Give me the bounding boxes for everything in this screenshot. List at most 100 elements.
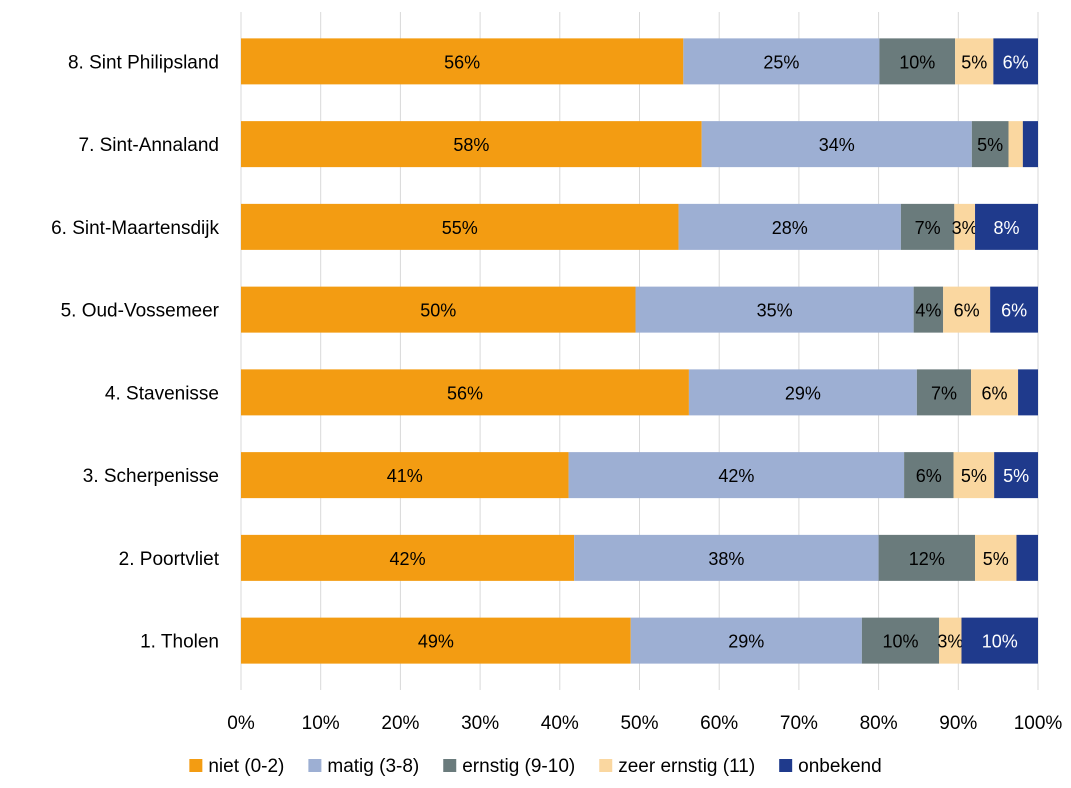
x-tick-label: 20% — [381, 713, 419, 734]
bar-segment — [954, 203, 976, 250]
bar-segment — [994, 452, 1038, 499]
data-label: 29% — [728, 632, 764, 652]
data-label: 8% — [994, 218, 1020, 238]
category-label: 6. Sint-Maartensdijk — [51, 218, 219, 239]
category-label: 3. Scherpenisse — [83, 466, 219, 487]
category-label: 8. Sint Philipsland — [68, 52, 219, 73]
bar-segment — [635, 286, 914, 333]
category-label: 5. Oud-Vossemeer — [61, 301, 220, 322]
bar-segment — [630, 617, 862, 664]
data-label: 10% — [982, 632, 1018, 652]
data-label: 6% — [916, 466, 942, 486]
category-label: 7. Sint-Annaland — [79, 135, 220, 156]
bar-segment — [943, 286, 991, 333]
x-tick-label: 70% — [780, 713, 818, 734]
data-label: 7% — [931, 383, 957, 403]
bar-segment — [878, 534, 976, 581]
bar-segment — [955, 38, 994, 85]
bar-segment — [990, 286, 1038, 333]
data-label: 41% — [387, 466, 423, 486]
data-label: 35% — [757, 301, 793, 321]
bar-segment — [701, 121, 972, 168]
bar-segment — [861, 617, 940, 664]
bar-segment — [241, 121, 702, 168]
data-label: 29% — [785, 383, 821, 403]
category-label: 1. Tholen — [140, 632, 219, 653]
bars: 56% 25% 10% 5% 6% 58% 34% 5% 55% 28% 7% 3% 8% 50% 35% 4… — [241, 38, 1038, 664]
bar-segment — [971, 369, 1019, 416]
legend-label: matig (3-8) — [327, 756, 419, 777]
bar-segment — [683, 38, 880, 85]
legend-swatch — [443, 759, 457, 772]
bar-segment — [971, 121, 1009, 168]
data-label: 6% — [954, 301, 980, 321]
data-label: 55% — [442, 218, 478, 238]
data-label: 5% — [977, 135, 1003, 155]
bar-segment — [241, 452, 569, 499]
data-label: 42% — [718, 466, 754, 486]
data-label: 10% — [883, 632, 919, 652]
data-label: 6% — [1003, 52, 1029, 72]
data-label: 50% — [420, 301, 456, 321]
data-label: 42% — [390, 549, 426, 569]
data-label: 5% — [1003, 466, 1029, 486]
x-tick-label: 80% — [860, 713, 898, 734]
legend-label: niet (0-2) — [208, 756, 284, 777]
gridlines — [240, 12, 1039, 690]
x-tick-label: 60% — [700, 713, 738, 734]
bar-segment — [975, 534, 1017, 581]
bar-segment — [879, 38, 956, 85]
category-labels: 8. Sint Philipsland 7. Sint-Annaland 6. Si… — [51, 52, 220, 652]
x-tick-label: 0% — [227, 713, 255, 734]
legend-label: ernstig (9-10) — [462, 756, 575, 777]
x-tick-label: 100% — [1014, 713, 1063, 734]
bar-segment — [975, 203, 1038, 250]
legend: niet (0-2) matig (3-8) ernstig (9-10) zeer … — [189, 756, 882, 777]
data-label: 28% — [772, 218, 808, 238]
bar-segment — [574, 534, 879, 581]
bar-segment — [241, 286, 636, 333]
data-label: 34% — [819, 135, 855, 155]
data-label: 6% — [982, 383, 1008, 403]
bar-segment — [916, 369, 972, 416]
data-label: 49% — [418, 632, 454, 652]
x-tick-label: 10% — [302, 713, 340, 734]
bar-segment — [939, 617, 962, 664]
data-label: 58% — [453, 135, 489, 155]
bar-segment — [900, 203, 955, 250]
data-label: 56% — [447, 383, 483, 403]
data-label: 38% — [708, 549, 744, 569]
bar-segment — [678, 203, 901, 250]
legend-swatch — [189, 759, 203, 772]
bar-segment — [953, 452, 995, 499]
legend-label: zeer ernstig (11) — [618, 756, 755, 777]
data-label: 25% — [763, 52, 799, 72]
data-label: 6% — [1001, 301, 1027, 321]
data-label: 10% — [899, 52, 935, 72]
bar-segment — [241, 38, 684, 85]
x-tick-label: 30% — [461, 713, 499, 734]
legend-swatch — [308, 759, 322, 772]
x-tick-label: 90% — [939, 713, 977, 734]
bar-segment — [961, 617, 1038, 664]
data-label: 5% — [983, 549, 1009, 569]
data-label: 12% — [909, 549, 945, 569]
bar-segment — [241, 203, 679, 250]
x-axis-tick-labels: 0% 10% 20% 30% 40% 50% 60% 70% 80% 90% 100% — [227, 713, 1062, 734]
x-tick-label: 50% — [620, 713, 658, 734]
category-label: 4. Stavenisse — [105, 383, 219, 404]
data-label: 3% — [952, 218, 978, 238]
bar-segment — [1016, 534, 1038, 581]
bar-segment — [241, 534, 575, 581]
bar-segment — [1008, 121, 1023, 168]
legend-swatch — [599, 759, 613, 772]
data-label: 3% — [937, 632, 963, 652]
data-label: 7% — [915, 218, 941, 238]
bar-segment — [993, 38, 1038, 85]
bar-segment — [241, 617, 631, 664]
data-label: 4% — [915, 301, 941, 321]
data-label: 56% — [444, 52, 480, 72]
legend-swatch — [779, 759, 793, 772]
